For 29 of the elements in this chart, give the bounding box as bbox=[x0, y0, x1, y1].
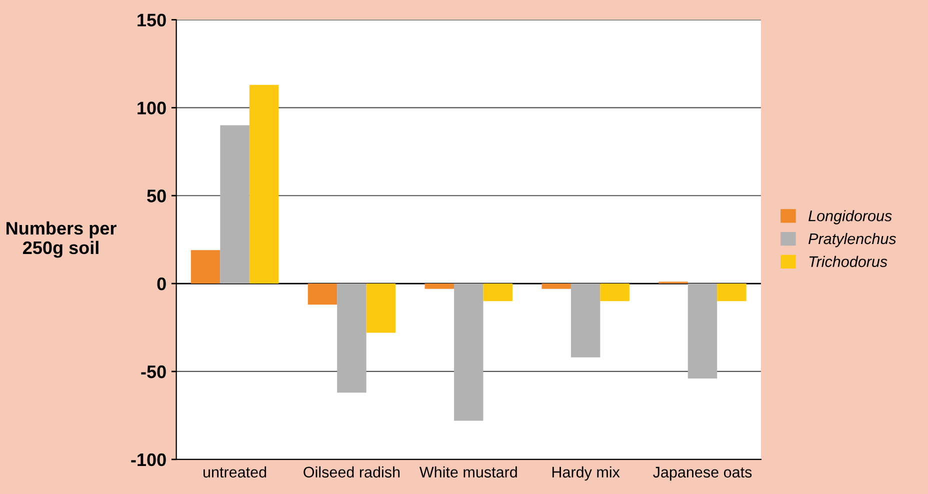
x-tick-label: Hardy mix bbox=[552, 466, 620, 481]
bar bbox=[454, 284, 484, 421]
y-tick-label: 50 bbox=[147, 190, 166, 202]
bar bbox=[308, 284, 338, 305]
bar bbox=[366, 284, 396, 333]
bar bbox=[483, 284, 512, 302]
legend-label: Trichodorus bbox=[809, 256, 888, 268]
x-tick-label: untreated bbox=[204, 466, 266, 478]
bar bbox=[717, 284, 746, 302]
x-tick-label: Oilseed radish bbox=[304, 466, 400, 478]
bar bbox=[424, 284, 454, 289]
legend-label: Longidorous bbox=[808, 210, 892, 224]
bar bbox=[570, 284, 600, 358]
y-tick-label: 150 bbox=[138, 14, 166, 26]
bar bbox=[190, 250, 220, 284]
y-tick-label: -100 bbox=[131, 453, 166, 466]
legend-label: Pratylenchus bbox=[808, 232, 896, 248]
y-tick-label: 0 bbox=[157, 277, 166, 290]
x-tick-label: Japanese oats bbox=[653, 466, 752, 481]
bar bbox=[542, 284, 571, 289]
y-axis-title: Numbers per 250g soil bbox=[6, 221, 116, 258]
bar bbox=[249, 84, 279, 284]
bar bbox=[600, 284, 630, 302]
y-tick-label: 100 bbox=[138, 102, 166, 114]
bar bbox=[220, 125, 250, 284]
x-tick-label: White mustard bbox=[419, 466, 517, 478]
bar bbox=[688, 284, 718, 379]
bar bbox=[337, 284, 366, 393]
y-tick-label: -50 bbox=[141, 365, 166, 378]
